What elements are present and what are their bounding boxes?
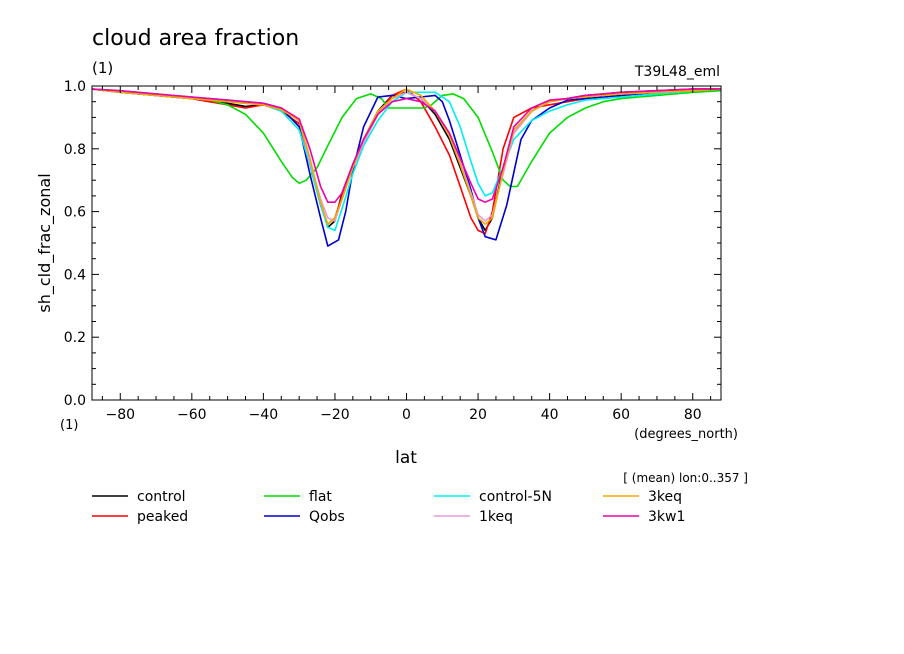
series-line-7 [91, 88, 721, 203]
x-tick-label: −60 [177, 407, 207, 423]
series-line-5 [91, 88, 722, 222]
x-axis-units: (degrees_north) [634, 427, 738, 442]
series-line-6 [91, 88, 722, 225]
y-tick-label: 0.8 [64, 142, 86, 158]
y-tick-label: 1.0 [64, 79, 86, 95]
chart-title: cloud area fraction [92, 26, 299, 51]
series-layer [91, 88, 722, 247]
x-axis-label: lat [395, 448, 417, 468]
x-tick-label: 40 [541, 407, 559, 423]
y-tick-label: 0.2 [64, 330, 86, 346]
axes: 0.0 0.2 0.4 0.6 0.8 1.0 −80 −60 −40 −20 0 20 40 60 80 [64, 79, 722, 423]
legend: control peaked flat Qobs control-5N 1keq 3keq 3… [92, 489, 685, 525]
legend-label-1: peaked [137, 509, 188, 525]
legend-label-3: Qobs [309, 509, 345, 525]
y-tick-label: 0.4 [64, 267, 86, 283]
series-line-3 [91, 88, 722, 247]
legend-label-2: flat [309, 489, 332, 505]
x-tick-label: 80 [684, 407, 702, 423]
legend-label-0: control [137, 489, 186, 505]
legend-label-7: 3kw1 [648, 509, 685, 525]
title-units: (1) [92, 59, 113, 77]
legend-label-6: 3keq [648, 489, 682, 505]
x-tick-label: 0 [402, 407, 411, 423]
y-axis-label: sh_cld_frac_zonal [35, 173, 55, 312]
x-tick-label: 20 [469, 407, 487, 423]
x-tick-label: −20 [320, 407, 350, 423]
x-tick-label: −40 [249, 407, 279, 423]
averaging-note: [ (mean) lon:0..357 ] [623, 471, 748, 485]
series-line-4 [91, 88, 722, 232]
legend-label-5: 1keq [479, 509, 513, 525]
series-line-0 [91, 88, 721, 232]
series-line-1 [91, 88, 721, 235]
series-line-2 [91, 88, 722, 188]
x-tick-label: 60 [612, 407, 630, 423]
x-tick-label: −80 [105, 407, 135, 423]
legend-label-4: control-5N [479, 489, 552, 505]
y-tick-label: 0.0 [64, 393, 86, 409]
y-tick-label: 0.6 [64, 205, 86, 221]
y-axis-units: (1) [60, 418, 78, 433]
plot-frame [91, 85, 722, 401]
experiment-label: T39L48_eml [634, 64, 720, 80]
